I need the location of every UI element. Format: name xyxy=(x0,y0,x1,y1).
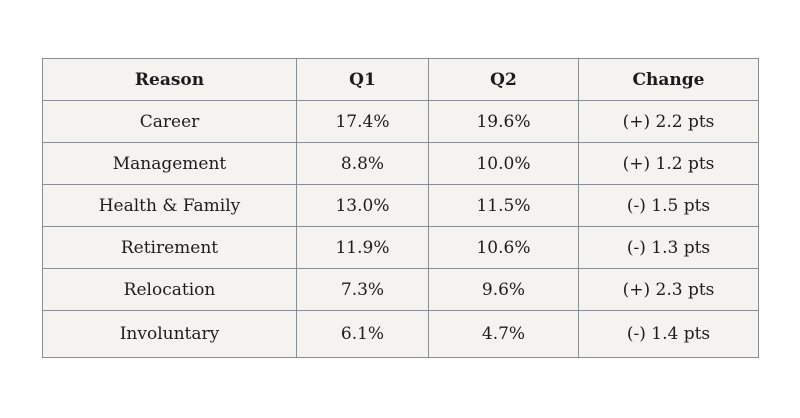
cell-q1: 11.9% xyxy=(296,226,429,269)
cell-q2: 11.5% xyxy=(428,184,579,227)
cell-reason: Management xyxy=(42,142,297,185)
cell-q1: 8.8% xyxy=(296,142,429,185)
table-row: Career 17.4% 19.6% (+) 2.2 pts xyxy=(42,100,759,143)
cell-q1: 6.1% xyxy=(296,310,429,358)
cell-reason: Health & Family xyxy=(42,184,297,227)
cell-change: (-) 1.3 pts xyxy=(578,226,759,269)
table-row: Management 8.8% 10.0% (+) 1.2 pts xyxy=(42,142,759,185)
cell-q2: 10.6% xyxy=(428,226,579,269)
header-q2: Q2 xyxy=(428,58,579,101)
cell-change: (+) 2.3 pts xyxy=(578,268,759,311)
cell-q2: 10.0% xyxy=(428,142,579,185)
header-row: Reason Q1 Q2 Change xyxy=(42,58,759,101)
cell-change: (-) 1.4 pts xyxy=(578,310,759,358)
cell-change: (+) 1.2 pts xyxy=(578,142,759,185)
table-row: Involuntary 6.1% 4.7% (-) 1.4 pts xyxy=(42,310,759,358)
table-row: Relocation 7.3% 9.6% (+) 2.3 pts xyxy=(42,268,759,311)
table-row: Health & Family 13.0% 11.5% (-) 1.5 pts xyxy=(42,184,759,227)
table-body: Career 17.4% 19.6% (+) 2.2 pts Managemen… xyxy=(42,100,759,358)
header-q1: Q1 xyxy=(296,58,429,101)
cell-reason: Career xyxy=(42,100,297,143)
cell-q2: 9.6% xyxy=(428,268,579,311)
header-reason: Reason xyxy=(42,58,297,101)
cell-q2: 19.6% xyxy=(428,100,579,143)
cell-reason: Retirement xyxy=(42,226,297,269)
cell-change: (+) 2.2 pts xyxy=(578,100,759,143)
header-change: Change xyxy=(578,58,759,101)
cell-reason: Relocation xyxy=(42,268,297,311)
reasons-table: Reason Q1 Q2 Change Career 17.4% 19.6% (… xyxy=(42,58,759,358)
data-table-container: Reason Q1 Q2 Change Career 17.4% 19.6% (… xyxy=(42,58,759,358)
table-row: Retirement 11.9% 10.6% (-) 1.3 pts xyxy=(42,226,759,269)
cell-q1: 13.0% xyxy=(296,184,429,227)
cell-q2: 4.7% xyxy=(428,310,579,358)
cell-reason: Involuntary xyxy=(42,310,297,358)
cell-q1: 17.4% xyxy=(296,100,429,143)
cell-change: (-) 1.5 pts xyxy=(578,184,759,227)
table-header: Reason Q1 Q2 Change xyxy=(42,58,759,101)
cell-q1: 7.3% xyxy=(296,268,429,311)
